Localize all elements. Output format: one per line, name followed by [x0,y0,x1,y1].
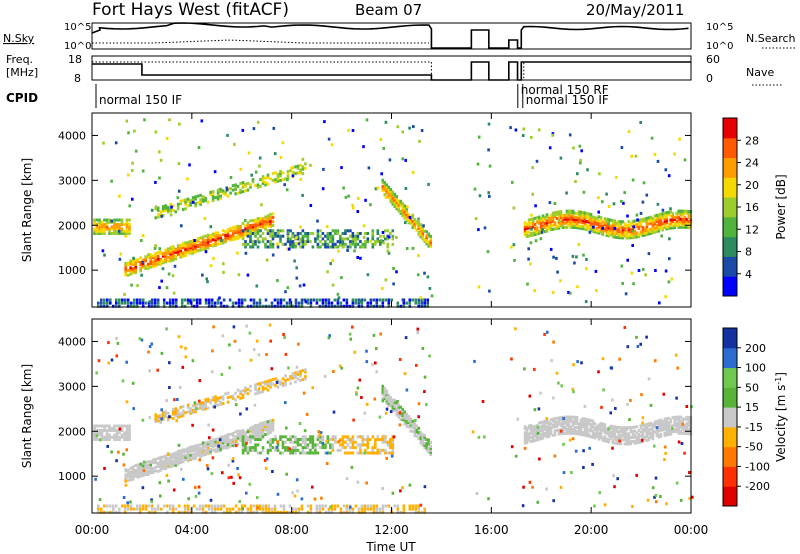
freq-tick-top-right: 60 [706,53,720,66]
y-tick-label: 4000 [58,129,86,142]
colorbar-tick-label: 100 [745,362,766,375]
freq-tick-bottom-right: 0 [706,72,713,85]
colorbar-tick-label: 50 [745,381,759,394]
nsearch-label: N.Search [746,32,796,45]
y-tick-label: 1000 [58,470,86,483]
freq-label: Freq. [6,53,33,66]
velocity-colorbar: 200 100 50 15 -15 -50 -100 -200 Velocity [m s-1… [722,327,789,507]
y-tick-label: 2000 [58,219,86,232]
colorbar-tick-label: 20 [745,179,759,192]
colorbar-segment [723,216,737,238]
cpid-text: normal 150 IF [526,93,609,107]
noise-tick-bottom-left: 10^0 [64,41,91,52]
noise-panel: N.Sky N.Search 10^5 10^0 10^5 10^0 [3,22,796,52]
colorbar-segment [723,466,737,487]
colorbar-tick-label: 4 [745,268,752,281]
cpid-text: normal 150 RF [521,83,609,97]
colorbar-segment [723,256,737,277]
colorbar-segment [723,328,737,349]
y-tick-label: 3000 [58,380,86,393]
frequency-panel: Freq. [MHz] Nave 18 8 60 0 [6,53,782,86]
cpid-text: normal 150 IF [99,93,182,107]
nave-series [92,61,691,81]
colorbar-segment [723,446,737,467]
colorbar-segment [723,486,737,507]
y-tick-label: 2000 [58,425,86,438]
power-ylabel: Slant Range [km] [20,158,34,262]
x-tick-label: 04:00 [175,523,210,537]
colorbar-tick-label: -15 [745,421,763,434]
colorbar-tick-label: 15 [745,401,759,414]
x-tick-label: 08:00 [274,523,309,537]
colorbar-tick-label: 16 [745,201,759,214]
colorbar-segment [723,177,737,198]
velocity-panel: 1000 2000 3000 4000 00:00 04:00 08:00 12:00 16:0… [20,318,709,554]
y-tick-label: 4000 [58,335,86,348]
cpid-label: CPID [6,91,38,105]
x-tick-label: 16:00 [474,523,509,537]
colorbar-tick-label: 24 [745,157,759,170]
colorbar-segment [723,407,737,428]
power-heatmap-cells [93,118,693,308]
power-panel: 1000 2000 3000 4000 Slant Range [km] [20,112,693,308]
freq-unit-label: [MHz] [6,66,38,79]
velocity-colorbar-label: Velocity [m s-1] [774,372,789,462]
colorbar-segment [723,118,737,139]
colorbar-tick-label: 12 [745,223,759,236]
nsearch-series [92,39,429,44]
x-tick-label: 20:00 [574,523,609,537]
colorbar-segment [723,347,737,369]
colorbar-segment [723,276,737,297]
time-xlabel: Time UT [365,540,416,554]
y-tick-label: 3000 [58,174,86,187]
colorbar-segment [723,137,737,159]
colorbar-tick-label: 200 [745,342,766,355]
noise-tick-top-right: 10^5 [706,22,733,33]
x-tick-label: 00:00 [75,523,110,537]
x-tick-label: 12:00 [374,523,409,537]
colorbar-segment [723,426,737,448]
colorbar-tick-label: -50 [745,441,763,454]
nave-label: Nave [746,66,774,79]
nsky-label: N.Sky [3,32,35,45]
freq-tick-top-left: 18 [68,53,82,66]
colorbar-segment [723,367,737,388]
noise-tick-top-left: 10^5 [64,22,91,33]
colorbar-tick-label: 8 [745,246,752,259]
velocity-heatmap-cells [93,323,694,514]
colorbar-tick-label: 28 [745,134,759,147]
freq-tick-bottom-left: 8 [74,72,81,85]
colorbar-tick-label: -100 [745,460,770,473]
beam-title: Beam 07 [355,1,422,19]
colorbar-segment [723,197,737,218]
nsky-series [91,22,689,49]
power-colorbar: 28 24 20 16 12 8 4 Power [dB] [722,117,788,297]
colorbar-segment [723,387,737,408]
noise-tick-bottom-right: 10^0 [706,41,733,52]
colorbar-segment [723,236,737,257]
colorbar-segment [723,157,737,178]
date-title: 20/May/2011 [586,1,684,19]
x-tick-label: 00:00 [674,523,709,537]
frequency-series [92,61,691,81]
station-title: Fort Hays West (fitACF) [92,0,289,20]
power-colorbar-label: Power [dB] [774,174,788,239]
y-tick-label: 1000 [58,264,86,277]
colorbar-tick-label: -200 [745,480,770,493]
velocity-ylabel: Slant Range [km] [20,364,34,468]
